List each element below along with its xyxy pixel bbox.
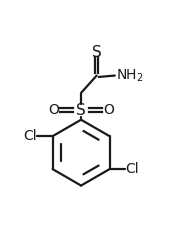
Text: S: S	[92, 45, 102, 60]
Text: NH$_2$: NH$_2$	[116, 67, 143, 84]
Text: O: O	[48, 103, 59, 117]
Text: Cl: Cl	[23, 129, 37, 143]
Text: O: O	[103, 103, 114, 117]
Text: S: S	[76, 103, 86, 118]
Text: Cl: Cl	[125, 162, 139, 176]
